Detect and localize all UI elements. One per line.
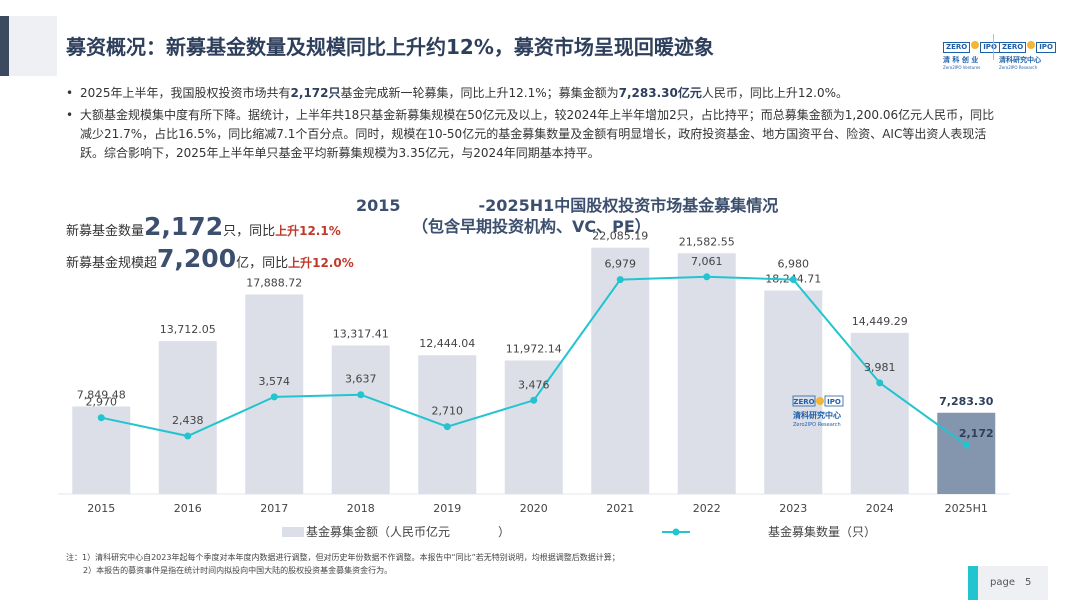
summary-bullets: • 2025年上半年，我国股权投资市场共有2,172只基金完成新一轮募集，同比上… [66, 84, 1006, 166]
watermark-box-left [792, 395, 816, 407]
bar-2023 [764, 290, 823, 494]
x-tick-2017: 2017 [260, 502, 288, 515]
x-tick-2016: 2016 [174, 502, 202, 515]
footnote-1: 注：1）清科研究中心自2023年起每个季度对本年度内数据进行调整，但对历史年份数… [66, 553, 620, 562]
x-tick-2023: 2023 [779, 502, 807, 515]
bar-label-2018: 13,317.41 [333, 327, 389, 340]
footnotes: 注：1）清科研究中心自2023年起每个季度对本年度内数据进行调整，但对历史年份数… [66, 551, 620, 577]
bar-2022 [677, 253, 736, 494]
line-label-2019: 2,710 [432, 405, 464, 418]
line-point-2019 [443, 423, 451, 431]
bar-label-2020: 11,972.14 [506, 342, 562, 355]
bar-2025H1 [937, 412, 996, 494]
line-point-2023 [789, 276, 797, 284]
page-footer [968, 566, 1048, 600]
chart-title: 2015 -2025H1中国股权投资市场基金募集情况 [356, 196, 779, 215]
line-label-2021: 6,979 [605, 258, 637, 271]
x-tick-2018: 2018 [347, 502, 375, 515]
line-point-2025H1 [962, 441, 970, 449]
line-point-2022 [703, 273, 711, 281]
bullet-large-fund-concentration: • 大额基金规模集中度有所下降。据统计，上半年共18只基金新募集规模在50亿元及… [66, 108, 995, 160]
line-point-2017 [270, 393, 278, 401]
line-label-2025H1: 2,172 [959, 427, 994, 440]
kpi-fund-count: 新募基金数量2,172只，同比上升12.1% [66, 212, 341, 241]
x-tick-2020: 2020 [520, 502, 548, 515]
line-point-2020 [530, 396, 538, 404]
bar-label-2019: 12,444.04 [419, 337, 475, 350]
line-point-2015 [97, 414, 105, 422]
bullet-fundraising-total: • 2025年上半年，我国股权投资市场共有2,172只基金完成新一轮募集，同比上… [66, 86, 848, 100]
line-point-2024 [876, 379, 884, 387]
bar-label-2016: 13,712.05 [160, 323, 216, 336]
bar-label-2022: 21,582.55 [679, 235, 735, 248]
watermark-dot [816, 397, 824, 405]
title-background [0, 16, 57, 76]
x-tick-2025H1: 2025H1 [945, 502, 988, 515]
page-accent-bar [968, 566, 978, 600]
logo-divider [993, 34, 994, 60]
legend-bar-label: 基金募集金额（人民币亿元 ） [306, 524, 510, 539]
page-title: 募资概况：新募基金数量及规模同比上升约12%，募资市场呈现回暖迹象 [66, 35, 714, 59]
legend-line-label: 基金募集数量（只） [768, 524, 876, 539]
bar-2016 [158, 341, 217, 494]
bar-label-2024: 14,449.29 [852, 315, 908, 328]
legend-line-marker [672, 528, 680, 536]
line-label-2015: 2,970 [86, 396, 118, 409]
bar-label-2025H1: 7,283.30 [939, 395, 994, 408]
x-tick-2024: 2024 [866, 502, 894, 515]
x-tick-2015: 2015 [87, 502, 115, 515]
zero2ipo-research-logo: ZERO IPO 清科研究中心 Zero2IPO Research [999, 34, 1056, 70]
bar-2018 [331, 345, 390, 494]
watermark-cn: 清科研究中心 [793, 410, 841, 420]
page-number: 5 [1025, 577, 1032, 588]
x-tick-2022: 2022 [693, 502, 721, 515]
title-accent-bar [0, 16, 9, 76]
line-point-2018 [357, 391, 365, 399]
line-label-2018: 3,637 [345, 373, 377, 386]
page-label: page [990, 577, 1015, 588]
line-point-2016 [184, 432, 192, 440]
line-point-2021 [616, 276, 624, 284]
kpi-fund-size: 新募基金规模超7,200亿，同比上升12.0% [66, 244, 354, 273]
bar-label-2015: 7,849.48 [77, 388, 126, 401]
chart-subtitle: （包含早期投资机构、VC、PE） [412, 217, 651, 236]
line-label-2024: 3,981 [864, 361, 896, 374]
x-tick-2019: 2019 [433, 502, 461, 515]
bar-2021 [591, 247, 650, 494]
bar-label-2017: 17,888.72 [246, 276, 302, 289]
footnote-2: 2）本报告的募资事件是指在统计时间内拟投向中国大陆的股权投资基金募集资金行为。 [83, 566, 393, 575]
watermark-mark: ZERO [793, 398, 814, 406]
line-label-2020: 3,476 [518, 378, 550, 391]
line-label-2023: 6,980 [778, 258, 810, 271]
watermark-en: Zero2IPO Research [793, 422, 841, 428]
legend-bar-swatch [282, 527, 304, 537]
bar-label-2021: 22,085.19 [592, 230, 648, 243]
bar-2020 [504, 360, 563, 494]
line-label-2016: 2,438 [172, 414, 204, 427]
x-tick-2021: 2021 [606, 502, 634, 515]
watermark-box-right [824, 395, 844, 407]
watermark-mark2: IPO [827, 398, 841, 406]
line-label-2022: 7,061 [691, 255, 723, 268]
bar-2024 [850, 332, 909, 494]
line-label-2017: 3,574 [259, 375, 291, 388]
